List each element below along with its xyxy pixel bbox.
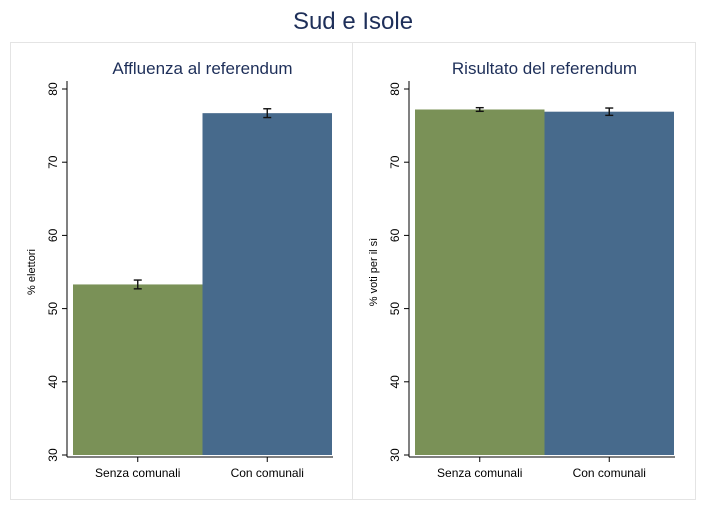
y-tick-label: 30 [46,448,60,462]
chart-title: Affluenza al referendum [112,59,292,78]
y-tick-label: 80 [388,82,402,96]
x-tick-label: Con comunali [231,466,304,480]
x-tick-label: Senza comunali [95,466,180,480]
panel-turnout: Affluenza al referendum Senza comunali Con… [10,42,354,500]
y-tick-label: 50 [46,302,60,316]
y-tick-label: 60 [388,228,402,242]
bar [415,109,545,455]
x-tick-label: Con comunali [573,466,646,480]
y-tick-label: 70 [46,155,60,169]
panel-result: Risultato del referendum Senza comunali Co… [352,42,696,500]
y-axis-label: % voti per il sì [368,238,380,306]
x-tick-label: Senza comunali [437,466,522,480]
bar [202,113,332,455]
chart-turnout: Affluenza al referendum Senza comunali Con… [26,59,333,480]
y-tick-label: 70 [388,155,402,169]
y-tick-label: 60 [46,228,60,242]
chart-result: Risultato del referendum Senza comunali Co… [368,59,675,480]
y-tick-label: 40 [388,375,402,389]
y-tick-label: 30 [388,448,402,462]
bar [544,111,674,455]
y-axis-label: % elettori [26,249,38,295]
figure-title: Sud e Isole [292,8,414,35]
bar [73,284,203,455]
y-tick-label: 50 [388,302,402,316]
y-tick-label: 80 [46,82,60,96]
y-tick-label: 40 [46,375,60,389]
chart-title: Risultato del referendum [452,59,637,78]
